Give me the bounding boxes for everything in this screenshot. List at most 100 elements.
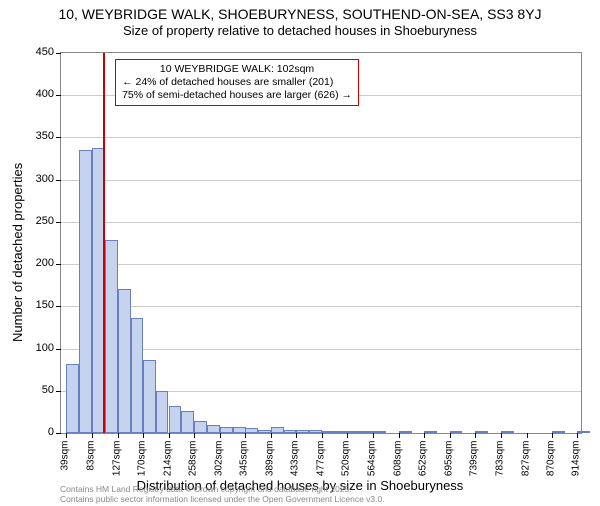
xtick-label: 695sqm <box>443 441 454 485</box>
gridline <box>61 180 581 181</box>
ytick-mark <box>56 53 61 54</box>
histogram-bar <box>245 428 258 433</box>
ytick-label: 50 <box>24 384 54 396</box>
ytick-label: 450 <box>24 46 54 58</box>
histogram-bar <box>309 430 322 433</box>
annotation-box: 10 WEYBRIDGE WALK: 102sqm← 24% of detach… <box>115 59 359 106</box>
xtick-mark <box>577 433 578 438</box>
histogram-bar <box>194 421 207 433</box>
xtick-label: 39sqm <box>60 441 71 485</box>
ytick-label: 400 <box>24 88 54 100</box>
xtick-label: 870sqm <box>545 441 556 485</box>
xtick-label: 477sqm <box>316 441 327 485</box>
xtick-mark <box>169 433 170 438</box>
ytick-label: 0 <box>24 426 54 438</box>
gridline <box>61 264 581 265</box>
ytick-mark <box>56 433 61 434</box>
histogram-bar <box>360 431 373 433</box>
ytick-mark <box>56 95 61 96</box>
xtick-label: 83sqm <box>85 441 96 485</box>
xtick-label: 914sqm <box>571 441 582 485</box>
gridline <box>61 306 581 307</box>
histogram-bar <box>66 364 79 433</box>
histogram-bar <box>373 431 386 433</box>
property-marker-line <box>103 53 105 433</box>
xtick-label: 783sqm <box>494 441 505 485</box>
xtick-mark <box>450 433 451 438</box>
histogram-bar <box>105 240 118 433</box>
xtick-mark <box>501 433 502 438</box>
xtick-label: 389sqm <box>264 441 275 485</box>
histogram-bar <box>424 431 437 433</box>
plot-area: 10 WEYBRIDGE WALK: 102sqm← 24% of detach… <box>60 52 582 434</box>
gridline <box>61 137 581 138</box>
ytick-label: 350 <box>24 130 54 142</box>
xtick-mark <box>296 433 297 438</box>
histogram-bar <box>118 289 131 433</box>
ytick-mark <box>56 349 61 350</box>
chart-title-sub: Size of property relative to detached ho… <box>0 23 600 38</box>
y-axis-label: Number of detached properties <box>10 163 25 342</box>
xtick-label: 433sqm <box>290 441 301 485</box>
ytick-mark <box>56 180 61 181</box>
xtick-mark <box>143 433 144 438</box>
histogram-bar <box>220 427 233 433</box>
histogram-bar <box>475 431 488 433</box>
histogram-bar <box>181 411 194 433</box>
ytick-mark <box>56 391 61 392</box>
histogram-bar <box>207 425 220 433</box>
xtick-mark <box>92 433 93 438</box>
ytick-mark <box>56 137 61 138</box>
histogram-bar <box>399 431 412 433</box>
ytick-mark <box>56 306 61 307</box>
histogram-bar <box>450 431 463 433</box>
ytick-label: 200 <box>24 257 54 269</box>
histogram-bar <box>271 427 284 433</box>
xtick-mark <box>527 433 528 438</box>
ytick-label: 100 <box>24 342 54 354</box>
xtick-mark <box>66 433 67 438</box>
ytick-label: 250 <box>24 215 54 227</box>
histogram-bar <box>552 431 565 433</box>
xtick-mark <box>220 433 221 438</box>
annotation-line: 75% of semi-detached houses are larger (… <box>122 89 352 102</box>
ytick-label: 150 <box>24 299 54 311</box>
xtick-label: 127sqm <box>111 441 122 485</box>
histogram-bar <box>156 391 169 433</box>
histogram-bar <box>169 406 182 433</box>
xtick-mark <box>424 433 425 438</box>
xtick-label: 170sqm <box>136 441 147 485</box>
ytick-mark <box>56 264 61 265</box>
xtick-label: 520sqm <box>341 441 352 485</box>
xtick-label: 652sqm <box>418 441 429 485</box>
xtick-mark <box>399 433 400 438</box>
xtick-mark <box>475 433 476 438</box>
gridline <box>61 222 581 223</box>
histogram-bar <box>335 431 348 433</box>
histogram-bar <box>233 427 246 433</box>
xtick-label: 739sqm <box>469 441 480 485</box>
chart-title-main: 10, WEYBRIDGE WALK, SHOEBURYNESS, SOUTHE… <box>0 6 600 22</box>
xtick-label: 608sqm <box>392 441 403 485</box>
footer-line-2: Contains public sector information licen… <box>60 495 385 505</box>
xtick-label: 214sqm <box>162 441 173 485</box>
histogram-bar <box>501 431 514 433</box>
xtick-label: 564sqm <box>367 441 378 485</box>
annotation-line: ← 24% of detached houses are smaller (20… <box>122 76 352 89</box>
xtick-mark <box>245 433 246 438</box>
xtick-mark <box>194 433 195 438</box>
xtick-label: 258sqm <box>188 441 199 485</box>
xtick-mark <box>271 433 272 438</box>
xtick-mark <box>347 433 348 438</box>
ytick-label: 300 <box>24 173 54 185</box>
histogram-bar <box>79 150 92 433</box>
histogram-bar <box>258 430 271 433</box>
histogram-bar <box>347 431 360 433</box>
xtick-mark <box>322 433 323 438</box>
histogram-bar <box>296 430 309 433</box>
histogram-bar <box>143 360 156 433</box>
annotation-line: 10 WEYBRIDGE WALK: 102sqm <box>122 63 352 76</box>
xtick-label: 345sqm <box>239 441 250 485</box>
xtick-label: 302sqm <box>213 441 224 485</box>
xtick-mark <box>373 433 374 438</box>
